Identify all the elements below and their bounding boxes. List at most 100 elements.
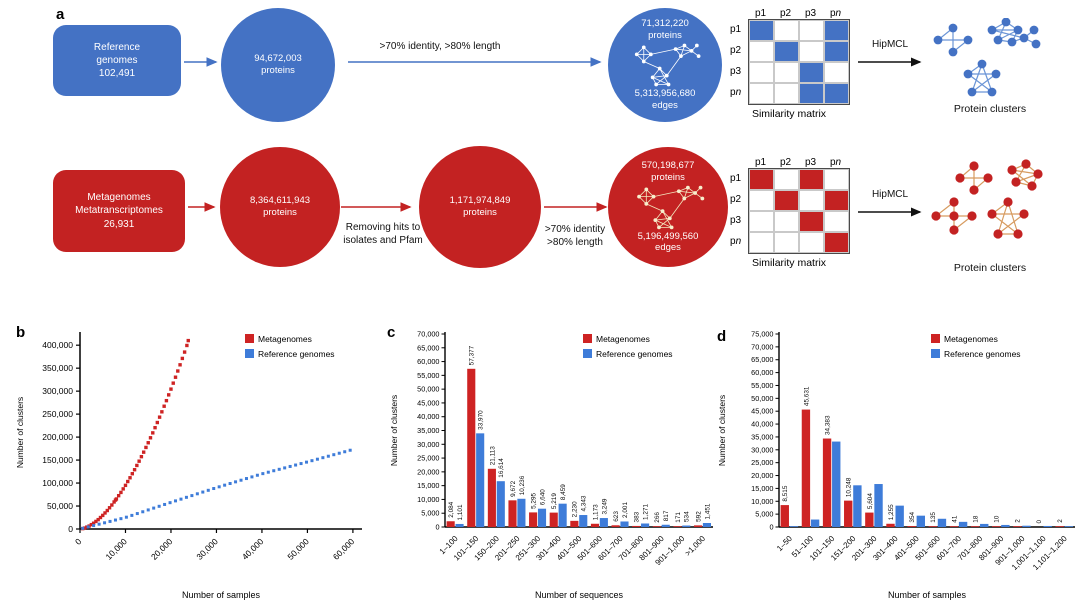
matrix-row-label: p1 — [730, 173, 742, 184]
svg-text:Reference genomes: Reference genomes — [944, 349, 1021, 359]
protein-clusters-graphic-blue — [933, 18, 1041, 97]
svg-text:350,000: 350,000 — [42, 363, 73, 373]
svg-text:150,000: 150,000 — [42, 455, 73, 465]
svg-text:45,000: 45,000 — [751, 407, 773, 416]
svg-text:8,459: 8,459 — [560, 484, 567, 500]
svg-text:40,000: 40,000 — [417, 412, 439, 421]
matrix-cell-empty — [774, 169, 799, 190]
similarity-matrix-meta: p1 p2 p3 pn p1 p2 p3 p n Similarity matrix — [730, 157, 850, 269]
svg-text:0: 0 — [769, 523, 773, 532]
svg-text:10,248: 10,248 — [846, 477, 853, 497]
matrix-cell-filled — [774, 190, 799, 211]
matrix-cell-empty — [774, 20, 799, 41]
matrix-col-label: p3 — [804, 8, 817, 19]
matrix-cell-filled — [799, 62, 824, 83]
svg-text:300,000: 300,000 — [42, 386, 73, 396]
svg-text:34,383: 34,383 — [824, 415, 831, 435]
matrix-cell-empty — [799, 190, 824, 211]
matrix-cell-empty — [749, 83, 774, 104]
svg-text:45,000: 45,000 — [417, 398, 439, 407]
ref-proteins-circle: 94,672,003 proteins — [221, 8, 335, 122]
matrix-row-label: p3 — [730, 215, 742, 226]
matrix-cell-empty — [774, 62, 799, 83]
svg-text:6,640: 6,640 — [539, 489, 546, 505]
matrix-cell-filled — [749, 169, 774, 190]
svg-text:10,000: 10,000 — [103, 536, 129, 562]
svg-text:200,000: 200,000 — [42, 432, 73, 442]
svg-text:50,000: 50,000 — [751, 394, 773, 403]
svg-text:Number of clusters: Number of clusters — [15, 397, 25, 468]
svg-text:45,631: 45,631 — [803, 386, 810, 406]
svg-text:2: 2 — [1057, 519, 1064, 523]
similarity-matrix-caption: Similarity matrix — [751, 257, 827, 269]
panel-c-label: c — [387, 324, 396, 341]
matrix-row-label: p2 — [730, 45, 742, 56]
svg-text:Number of sequences: Number of sequences — [535, 590, 624, 600]
svg-text:60,000: 60,000 — [417, 357, 439, 366]
svg-text:65,000: 65,000 — [417, 343, 439, 352]
ref-graph-circle: 71,312,220 proteins 5,313,956,680 edges — [608, 8, 722, 122]
matrix-cell-empty — [799, 41, 824, 62]
scatter-chart-clusters-vs-samples: 0 50,000 100,000 150,000 200,000 250,000 300,0… — [15, 332, 362, 600]
svg-text:20,000: 20,000 — [149, 536, 175, 562]
panel-a-label: a — [56, 6, 65, 23]
matrix-cell-empty — [749, 62, 774, 83]
svg-text:Reference genomes: Reference genomes — [596, 349, 673, 359]
svg-text:30,000: 30,000 — [417, 440, 439, 449]
svg-text:50,000: 50,000 — [285, 536, 311, 562]
matrix-row-label: p3 — [730, 66, 742, 77]
matrix-col-label: p1 — [754, 8, 767, 19]
matrix-cell-filled — [799, 83, 824, 104]
svg-text:60,000: 60,000 — [331, 536, 357, 562]
svg-text:100,000: 100,000 — [42, 478, 73, 488]
matrix-col-label: p2 — [779, 8, 792, 19]
svg-text:33,970: 33,970 — [478, 410, 485, 430]
svg-text:592: 592 — [695, 511, 702, 522]
svg-text:60,000: 60,000 — [751, 368, 773, 377]
similarity-matrix-caption: Similarity matrix — [751, 108, 827, 120]
ref-filter-label: >70% identity, >80% length — [379, 41, 501, 52]
matrix-cell-empty — [749, 41, 774, 62]
panel-b-label: b — [16, 324, 26, 341]
svg-text:Number of samples: Number of samples — [888, 590, 967, 600]
svg-text:1,101: 1,101 — [457, 504, 464, 520]
matrix-cell-filled — [749, 20, 774, 41]
svg-text:2,230: 2,230 — [572, 501, 579, 517]
svg-text:4,343: 4,343 — [581, 495, 588, 511]
svg-text:10,000: 10,000 — [417, 495, 439, 504]
matrix-cell-empty — [824, 211, 849, 232]
svg-text:57,377: 57,377 — [469, 345, 476, 365]
similarity-matrix-ref: p1 p2 p3 pn p1 p2 p3 p n Similarity matrix — [730, 8, 850, 120]
svg-text:5,219: 5,219 — [551, 493, 558, 509]
meta-proteins-circle-2: 1,171,974,849 proteins — [419, 146, 541, 268]
matrix-cell-filled — [799, 169, 824, 190]
svg-text:5,604: 5,604 — [867, 493, 874, 509]
svg-text:55,000: 55,000 — [751, 381, 773, 390]
svg-text:40,000: 40,000 — [240, 536, 266, 562]
svg-text:0: 0 — [73, 536, 84, 547]
svg-text:135: 135 — [930, 512, 937, 523]
svg-text:10,236: 10,236 — [519, 475, 526, 495]
svg-text:21,113: 21,113 — [489, 446, 496, 466]
matrix-cell-empty — [774, 232, 799, 253]
svg-text:10: 10 — [994, 515, 1001, 523]
svg-text:817: 817 — [663, 510, 670, 521]
protein-network-icon — [634, 43, 701, 87]
svg-text:266: 266 — [654, 512, 661, 523]
matrix-cell-filled — [824, 83, 849, 104]
matrix-row-label: p1 — [730, 24, 742, 35]
matrix-cell-filled — [799, 211, 824, 232]
matrix-cell-empty — [749, 211, 774, 232]
svg-text:Metagenomes: Metagenomes — [258, 334, 312, 344]
svg-text:70,000: 70,000 — [417, 330, 439, 339]
matrix-cell-empty — [799, 232, 824, 253]
meta-filter-label: >70% identity >80% length — [544, 224, 606, 248]
svg-text:Metagenomes: Metagenomes — [596, 334, 650, 344]
svg-text:0: 0 — [1036, 520, 1043, 524]
svg-text:5,000: 5,000 — [421, 509, 439, 518]
matrix-cell-empty — [774, 211, 799, 232]
ref-hipmcl-label: HipMCL — [871, 39, 909, 50]
svg-text:20,000: 20,000 — [751, 471, 773, 480]
